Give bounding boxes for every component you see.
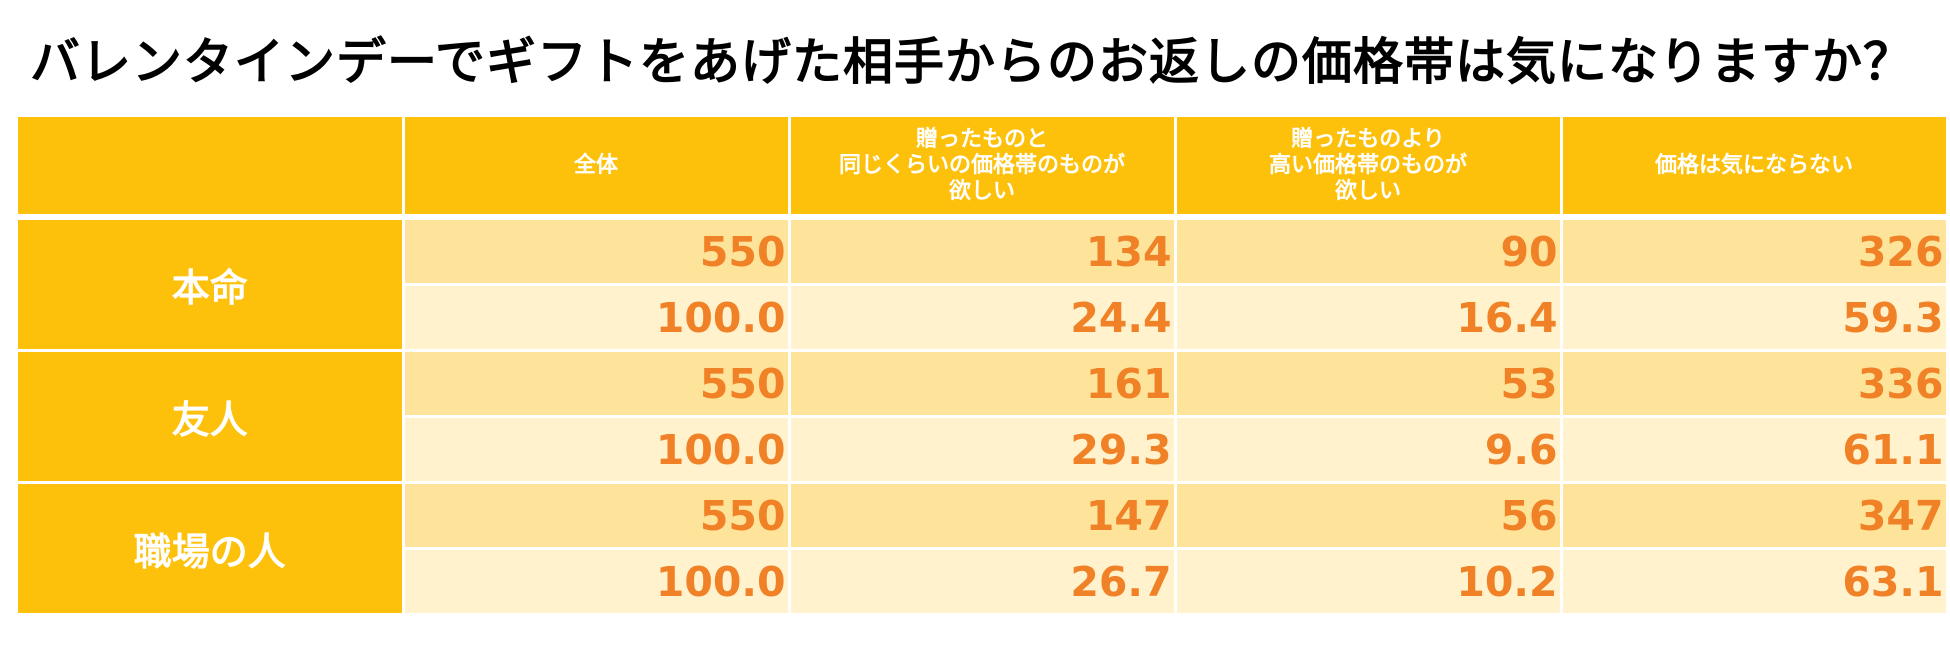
table-cell: 24.4 bbox=[787, 284, 1177, 352]
header-row: 全体 贈ったものと 同じくらいの価格帯のものが 欲しい 贈ったものより 高い価格… bbox=[18, 117, 1949, 220]
row-group-label: 友人 bbox=[18, 349, 405, 484]
table-cell: 550 bbox=[401, 217, 791, 286]
header-same-price: 贈ったものと 同じくらいの価格帯のものが 欲しい bbox=[787, 117, 1177, 220]
table-cell: 336 bbox=[1559, 350, 1949, 418]
page-title: バレンタインデーでギフトをあげた相手からのお返しの価格帯は気になりますか？ bbox=[30, 33, 1914, 91]
table-cell: 100.0 bbox=[401, 548, 791, 616]
table-cell: 161 bbox=[787, 350, 1177, 418]
table-cell: 9.6 bbox=[1173, 416, 1563, 484]
row-group-label: 職場の人 bbox=[18, 481, 405, 616]
table-cell: 63.1 bbox=[1559, 548, 1949, 616]
results-table: 全体 贈ったものと 同じくらいの価格帯のものが 欲しい 贈ったものより 高い価格… bbox=[18, 117, 1949, 616]
table-cell: 147 bbox=[787, 482, 1177, 550]
table-cell: 10.2 bbox=[1173, 548, 1563, 616]
table-row: 100.0 24.4 16.4 59.3 bbox=[18, 284, 1949, 352]
table-cell: 134 bbox=[787, 217, 1177, 286]
table-row: 100.0 29.3 9.6 61.1 bbox=[18, 416, 1949, 484]
table-cell: 59.3 bbox=[1559, 284, 1949, 352]
table-row: 100.0 26.7 10.2 63.1 bbox=[18, 548, 1949, 616]
table-cell: 550 bbox=[401, 350, 791, 418]
table-cell: 26.7 bbox=[787, 548, 1177, 616]
table-row: 本命 550 134 90 326 bbox=[18, 215, 1949, 352]
header-higher-price: 贈ったものより 高い価格帯のものが 欲しい bbox=[1173, 117, 1563, 220]
table-row: 友人 550 161 53 336 bbox=[18, 349, 1949, 484]
table-cell: 29.3 bbox=[787, 416, 1177, 484]
table-cell: 61.1 bbox=[1559, 416, 1949, 484]
table-cell: 326 bbox=[1559, 217, 1949, 286]
header-corner bbox=[18, 117, 405, 220]
table-cell: 100.0 bbox=[401, 284, 791, 352]
table-cell: 53 bbox=[1173, 350, 1563, 418]
table-row: 職場の人 550 147 56 347 bbox=[18, 481, 1949, 616]
table-cell: 550 bbox=[401, 482, 791, 550]
table-cell: 347 bbox=[1559, 482, 1949, 550]
table-cell: 90 bbox=[1173, 217, 1563, 286]
row-group-label: 本命 bbox=[18, 215, 405, 352]
table-cell: 100.0 bbox=[401, 416, 791, 484]
table-cell: 16.4 bbox=[1173, 284, 1563, 352]
header-no-concern: 価格は気にならない bbox=[1559, 117, 1949, 220]
table-cell: 56 bbox=[1173, 482, 1563, 550]
header-total: 全体 bbox=[401, 117, 791, 220]
